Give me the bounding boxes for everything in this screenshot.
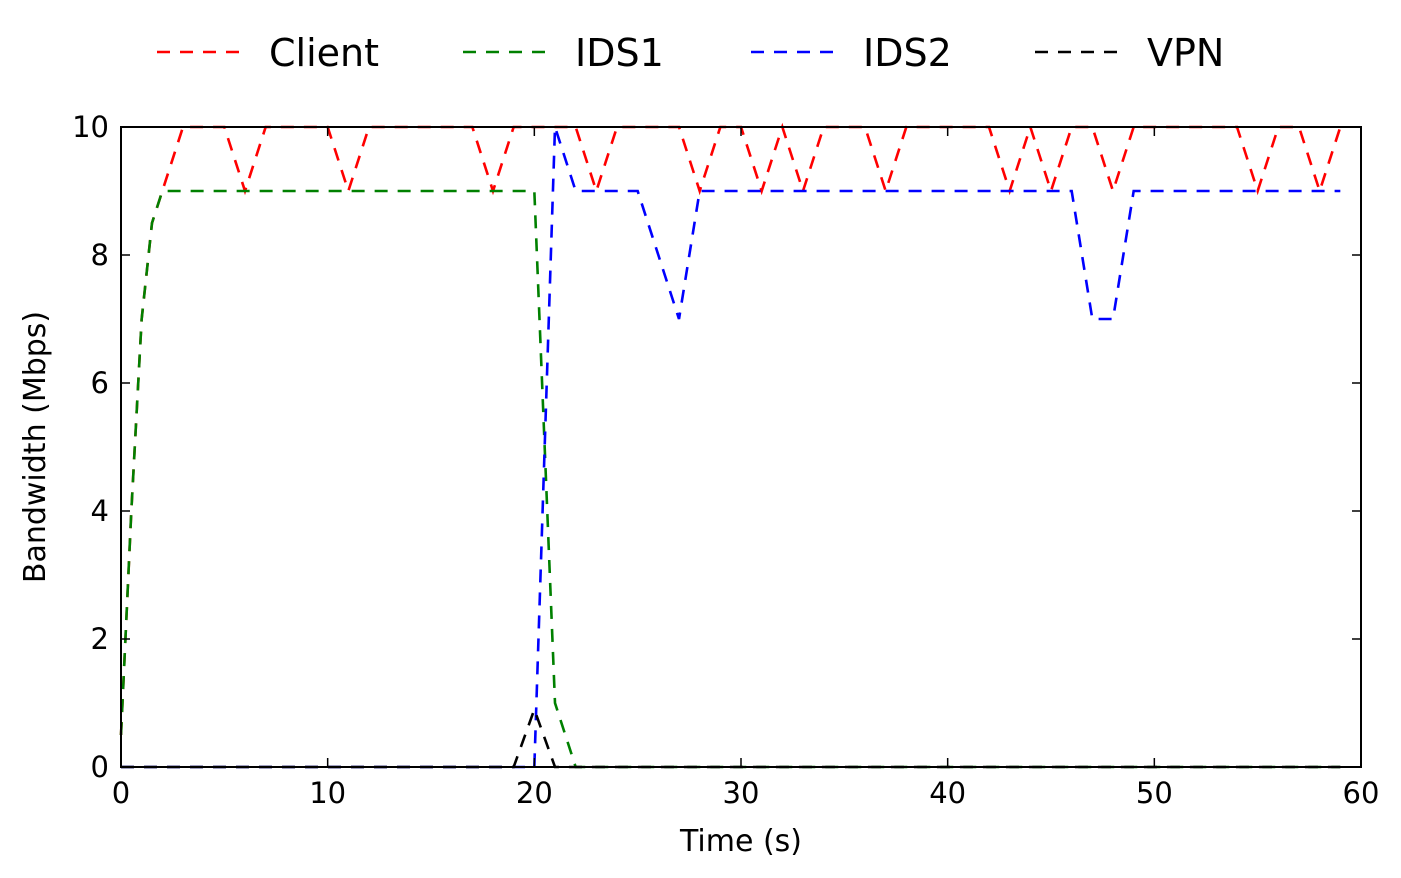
y-tick-label-6: 6	[91, 366, 109, 400]
series-line-vpn	[121, 705, 1341, 769]
legend-label-client: Client	[269, 31, 379, 75]
x-tick-label-0: 0	[112, 776, 130, 810]
y-tick-label-10: 10	[72, 110, 109, 144]
plot-frame	[120, 126, 1362, 768]
series-layer	[119, 122, 1342, 769]
axis-ticks: 0 10 20 30 40 50 60 0 2 4 6 8 10	[72, 110, 1379, 810]
series-line-ids1	[119, 189, 1341, 769]
x-tick-label-30: 30	[723, 776, 760, 810]
x-tick-label-20: 20	[516, 776, 553, 810]
legend-label-ids2: IDS2	[863, 31, 952, 75]
legend-label-vpn: VPN	[1147, 31, 1224, 75]
y-axis-label: Bandwidth (Mbps)	[18, 311, 53, 583]
y-tick-label-2: 2	[91, 622, 109, 656]
x-tick-label-50: 50	[1136, 776, 1173, 810]
x-tick-label-40: 40	[929, 776, 966, 810]
y-tick-label-4: 4	[91, 494, 109, 528]
y-tick-label-8: 8	[91, 238, 109, 272]
series-line-ids2	[121, 126, 1341, 769]
legend-label-ids1: IDS1	[575, 31, 664, 75]
y-tick-label-0: 0	[91, 750, 109, 784]
plot-area: 0 10 20 30 40 50 60 0 2 4 6 8 10	[72, 110, 1379, 810]
series-line-client	[119, 122, 1342, 736]
x-axis-label: Time (s)	[679, 824, 802, 859]
legend: Client IDS1 IDS2 VPN	[157, 31, 1224, 75]
x-tick-label-60: 60	[1343, 776, 1380, 810]
x-tick-label-10: 10	[309, 776, 346, 810]
